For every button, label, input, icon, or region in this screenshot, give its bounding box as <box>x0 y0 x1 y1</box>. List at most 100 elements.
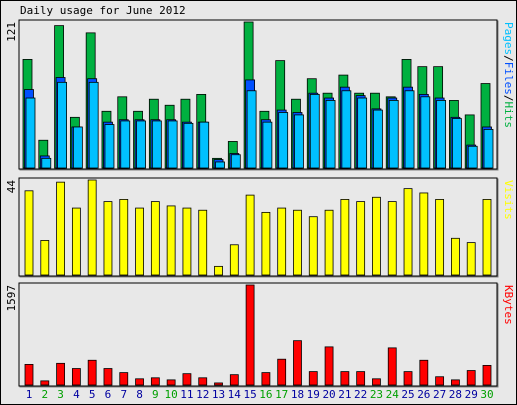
x-tick-label: 29 <box>465 388 478 401</box>
bar <box>261 211 271 276</box>
bar <box>136 120 146 169</box>
bar <box>56 362 65 386</box>
bar <box>103 368 113 386</box>
bar <box>262 121 273 169</box>
bar <box>278 112 289 169</box>
y-tick-label: 121 <box>5 22 18 42</box>
bar <box>230 154 241 169</box>
bar <box>308 216 318 276</box>
bar <box>88 81 99 169</box>
legend-entry: Files <box>502 62 515 95</box>
panel <box>18 282 498 387</box>
bar <box>325 100 336 169</box>
bar <box>119 372 129 386</box>
x-tick-label: 7 <box>120 388 127 401</box>
bar <box>482 365 492 386</box>
bar <box>261 372 271 386</box>
bar <box>214 382 223 386</box>
x-tick-label: 13 <box>212 388 225 401</box>
bar <box>56 181 65 276</box>
x-tick-label: 15 <box>243 388 256 401</box>
bar <box>215 161 225 169</box>
bar <box>372 196 381 276</box>
x-tick-label: 2 <box>41 388 48 401</box>
bar <box>135 207 144 276</box>
bar <box>309 93 320 169</box>
bar <box>451 237 460 276</box>
x-tick-label: 19 <box>307 388 320 401</box>
bar <box>340 371 350 386</box>
bar <box>229 244 239 276</box>
x-tick-label: 9 <box>152 388 159 401</box>
bar <box>41 157 52 169</box>
bar <box>467 145 478 169</box>
panel <box>18 177 498 277</box>
bar <box>246 90 257 169</box>
x-tick-label: 24 <box>386 388 400 401</box>
bar <box>25 97 36 169</box>
bar <box>466 370 476 386</box>
bar <box>419 359 429 386</box>
bar <box>372 378 381 386</box>
x-tick-label: 27 <box>433 388 446 401</box>
bar <box>324 209 334 276</box>
bar <box>245 284 255 386</box>
x-tick-label: 21 <box>338 388 351 401</box>
bar <box>435 199 445 276</box>
bar <box>151 120 162 169</box>
bar <box>404 90 415 169</box>
bar <box>294 114 304 169</box>
legend-entry: KBytes <box>502 285 515 325</box>
bar <box>135 378 144 386</box>
bar <box>24 190 34 276</box>
x-tick-label: 22 <box>354 388 367 401</box>
x-tick-label: 6 <box>105 388 112 401</box>
chart-title: Daily usage for June 2012 <box>20 4 186 17</box>
axis-label: Pages/Files/Hits <box>502 22 515 128</box>
bar <box>388 100 399 169</box>
x-tick-label: 23 <box>370 388 383 401</box>
bar <box>357 97 368 169</box>
bar <box>277 358 287 386</box>
bar <box>373 109 383 169</box>
legend-entry: Hits <box>502 102 515 129</box>
axis-label: Visits <box>502 180 515 220</box>
x-tick-label: 8 <box>136 388 143 401</box>
bar <box>120 120 131 169</box>
bar <box>24 363 34 386</box>
bar <box>387 201 397 276</box>
bar <box>308 371 318 386</box>
bar <box>214 265 223 276</box>
x-tick-label: 1 <box>26 388 33 401</box>
bar <box>419 192 429 276</box>
bar <box>436 100 447 169</box>
bar <box>182 207 192 276</box>
bar <box>104 124 115 169</box>
bar <box>199 121 210 169</box>
bar <box>167 120 178 169</box>
bar <box>293 340 302 386</box>
y-tick-label: 1597 <box>5 285 18 312</box>
bar <box>483 128 494 169</box>
bar <box>403 188 413 276</box>
bar <box>451 379 460 386</box>
bar <box>452 118 462 169</box>
bar <box>71 207 81 276</box>
x-tick-label: 14 <box>228 388 242 401</box>
bar <box>166 205 176 276</box>
x-tick-label: 17 <box>275 388 288 401</box>
x-tick-label: 11 <box>180 388 193 401</box>
separator: / <box>502 95 515 102</box>
bar <box>87 179 97 276</box>
bar <box>150 201 160 276</box>
legend-entry: Visits <box>502 180 515 220</box>
separator: / <box>502 55 515 62</box>
x-tick-label: 25 <box>401 388 414 401</box>
x-tick-label: 26 <box>417 388 430 401</box>
bar <box>245 194 255 276</box>
x-tick-label: 10 <box>165 388 178 401</box>
bar <box>403 371 413 386</box>
bar <box>277 207 287 276</box>
bar <box>40 380 50 386</box>
x-tick-label: 3 <box>57 388 64 401</box>
